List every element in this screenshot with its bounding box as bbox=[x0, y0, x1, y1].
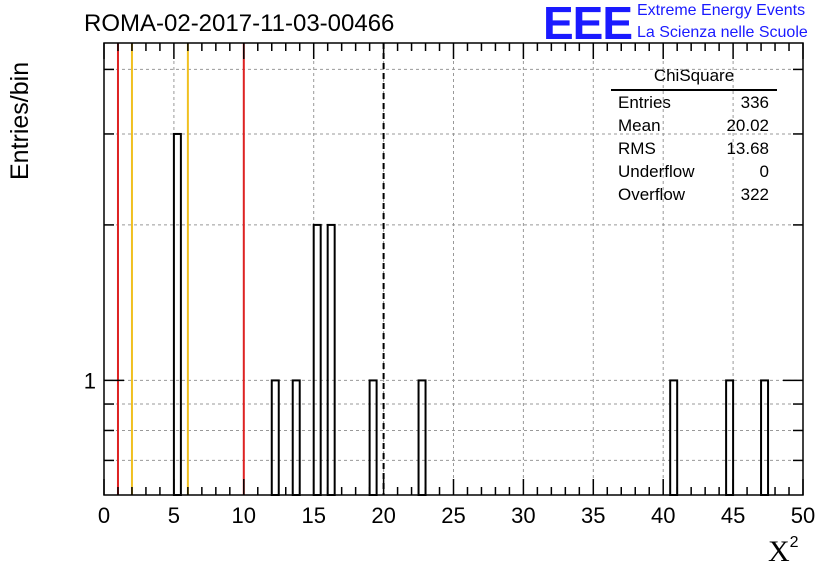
stats-value: 322 bbox=[740, 185, 769, 204]
stats-value: 20.02 bbox=[726, 116, 769, 135]
x-tick-label: 15 bbox=[301, 503, 325, 528]
x-tick-label: 30 bbox=[511, 503, 535, 528]
histogram-bar bbox=[760, 379, 770, 496]
stats-row-entries: Entries 336 bbox=[611, 91, 777, 114]
logo-subtitle-2: La Scienza nelle Scuole bbox=[637, 24, 808, 41]
y-tick-label: 1 bbox=[84, 368, 96, 393]
stats-value: 13.68 bbox=[726, 139, 769, 158]
stats-label: Underflow bbox=[618, 162, 695, 181]
stats-label: RMS bbox=[618, 139, 656, 158]
stats-row-underflow: Underflow 0 bbox=[611, 160, 777, 183]
y-axis-label: Entries/bin bbox=[6, 61, 34, 180]
histogram-bar bbox=[417, 379, 427, 496]
x-axis-label-base: X bbox=[768, 535, 790, 568]
x-tick-label: 0 bbox=[98, 503, 110, 528]
logo-subtitle-1: Extreme Energy Events bbox=[637, 2, 806, 19]
x-tick-label: 40 bbox=[651, 503, 675, 528]
x-tick-label: 25 bbox=[441, 503, 465, 528]
stats-value: 0 bbox=[759, 162, 769, 181]
histogram-bar bbox=[172, 132, 182, 497]
stats-row-rms: RMS 13.68 bbox=[611, 137, 777, 160]
eee-logo: EEE bbox=[543, 0, 633, 49]
x-axis-label: X2 bbox=[768, 534, 799, 569]
stats-value: 336 bbox=[740, 93, 769, 112]
stats-label: Overflow bbox=[618, 185, 686, 204]
run-title: ROMA-02-2017-11-03-00466 bbox=[84, 10, 395, 37]
histogram-bar bbox=[368, 379, 378, 496]
x-tick-label: 35 bbox=[581, 503, 605, 528]
histogram-bar bbox=[326, 223, 336, 496]
histogram-bar bbox=[669, 379, 679, 496]
x-tick-label: 45 bbox=[721, 503, 745, 528]
x-tick-label: 20 bbox=[371, 503, 395, 528]
histogram-bar bbox=[291, 379, 301, 496]
stats-title: ChiSquare bbox=[611, 66, 777, 91]
histogram-bar bbox=[312, 223, 322, 496]
stats-label: Entries bbox=[618, 93, 671, 112]
histogram-bar bbox=[270, 379, 280, 496]
x-tick-label: 5 bbox=[168, 503, 180, 528]
x-axis-label-sup: 2 bbox=[789, 534, 799, 551]
histogram-bar bbox=[725, 379, 735, 496]
stats-row-overflow: Overflow 322 bbox=[611, 183, 777, 206]
stats-box: ChiSquare Entries 336 Mean 20.02 RMS 13.… bbox=[611, 66, 777, 206]
x-tick-label: 50 bbox=[791, 503, 815, 528]
stats-row-mean: Mean 20.02 bbox=[611, 114, 777, 137]
stats-label: Mean bbox=[618, 116, 661, 135]
x-tick-label: 10 bbox=[232, 503, 256, 528]
